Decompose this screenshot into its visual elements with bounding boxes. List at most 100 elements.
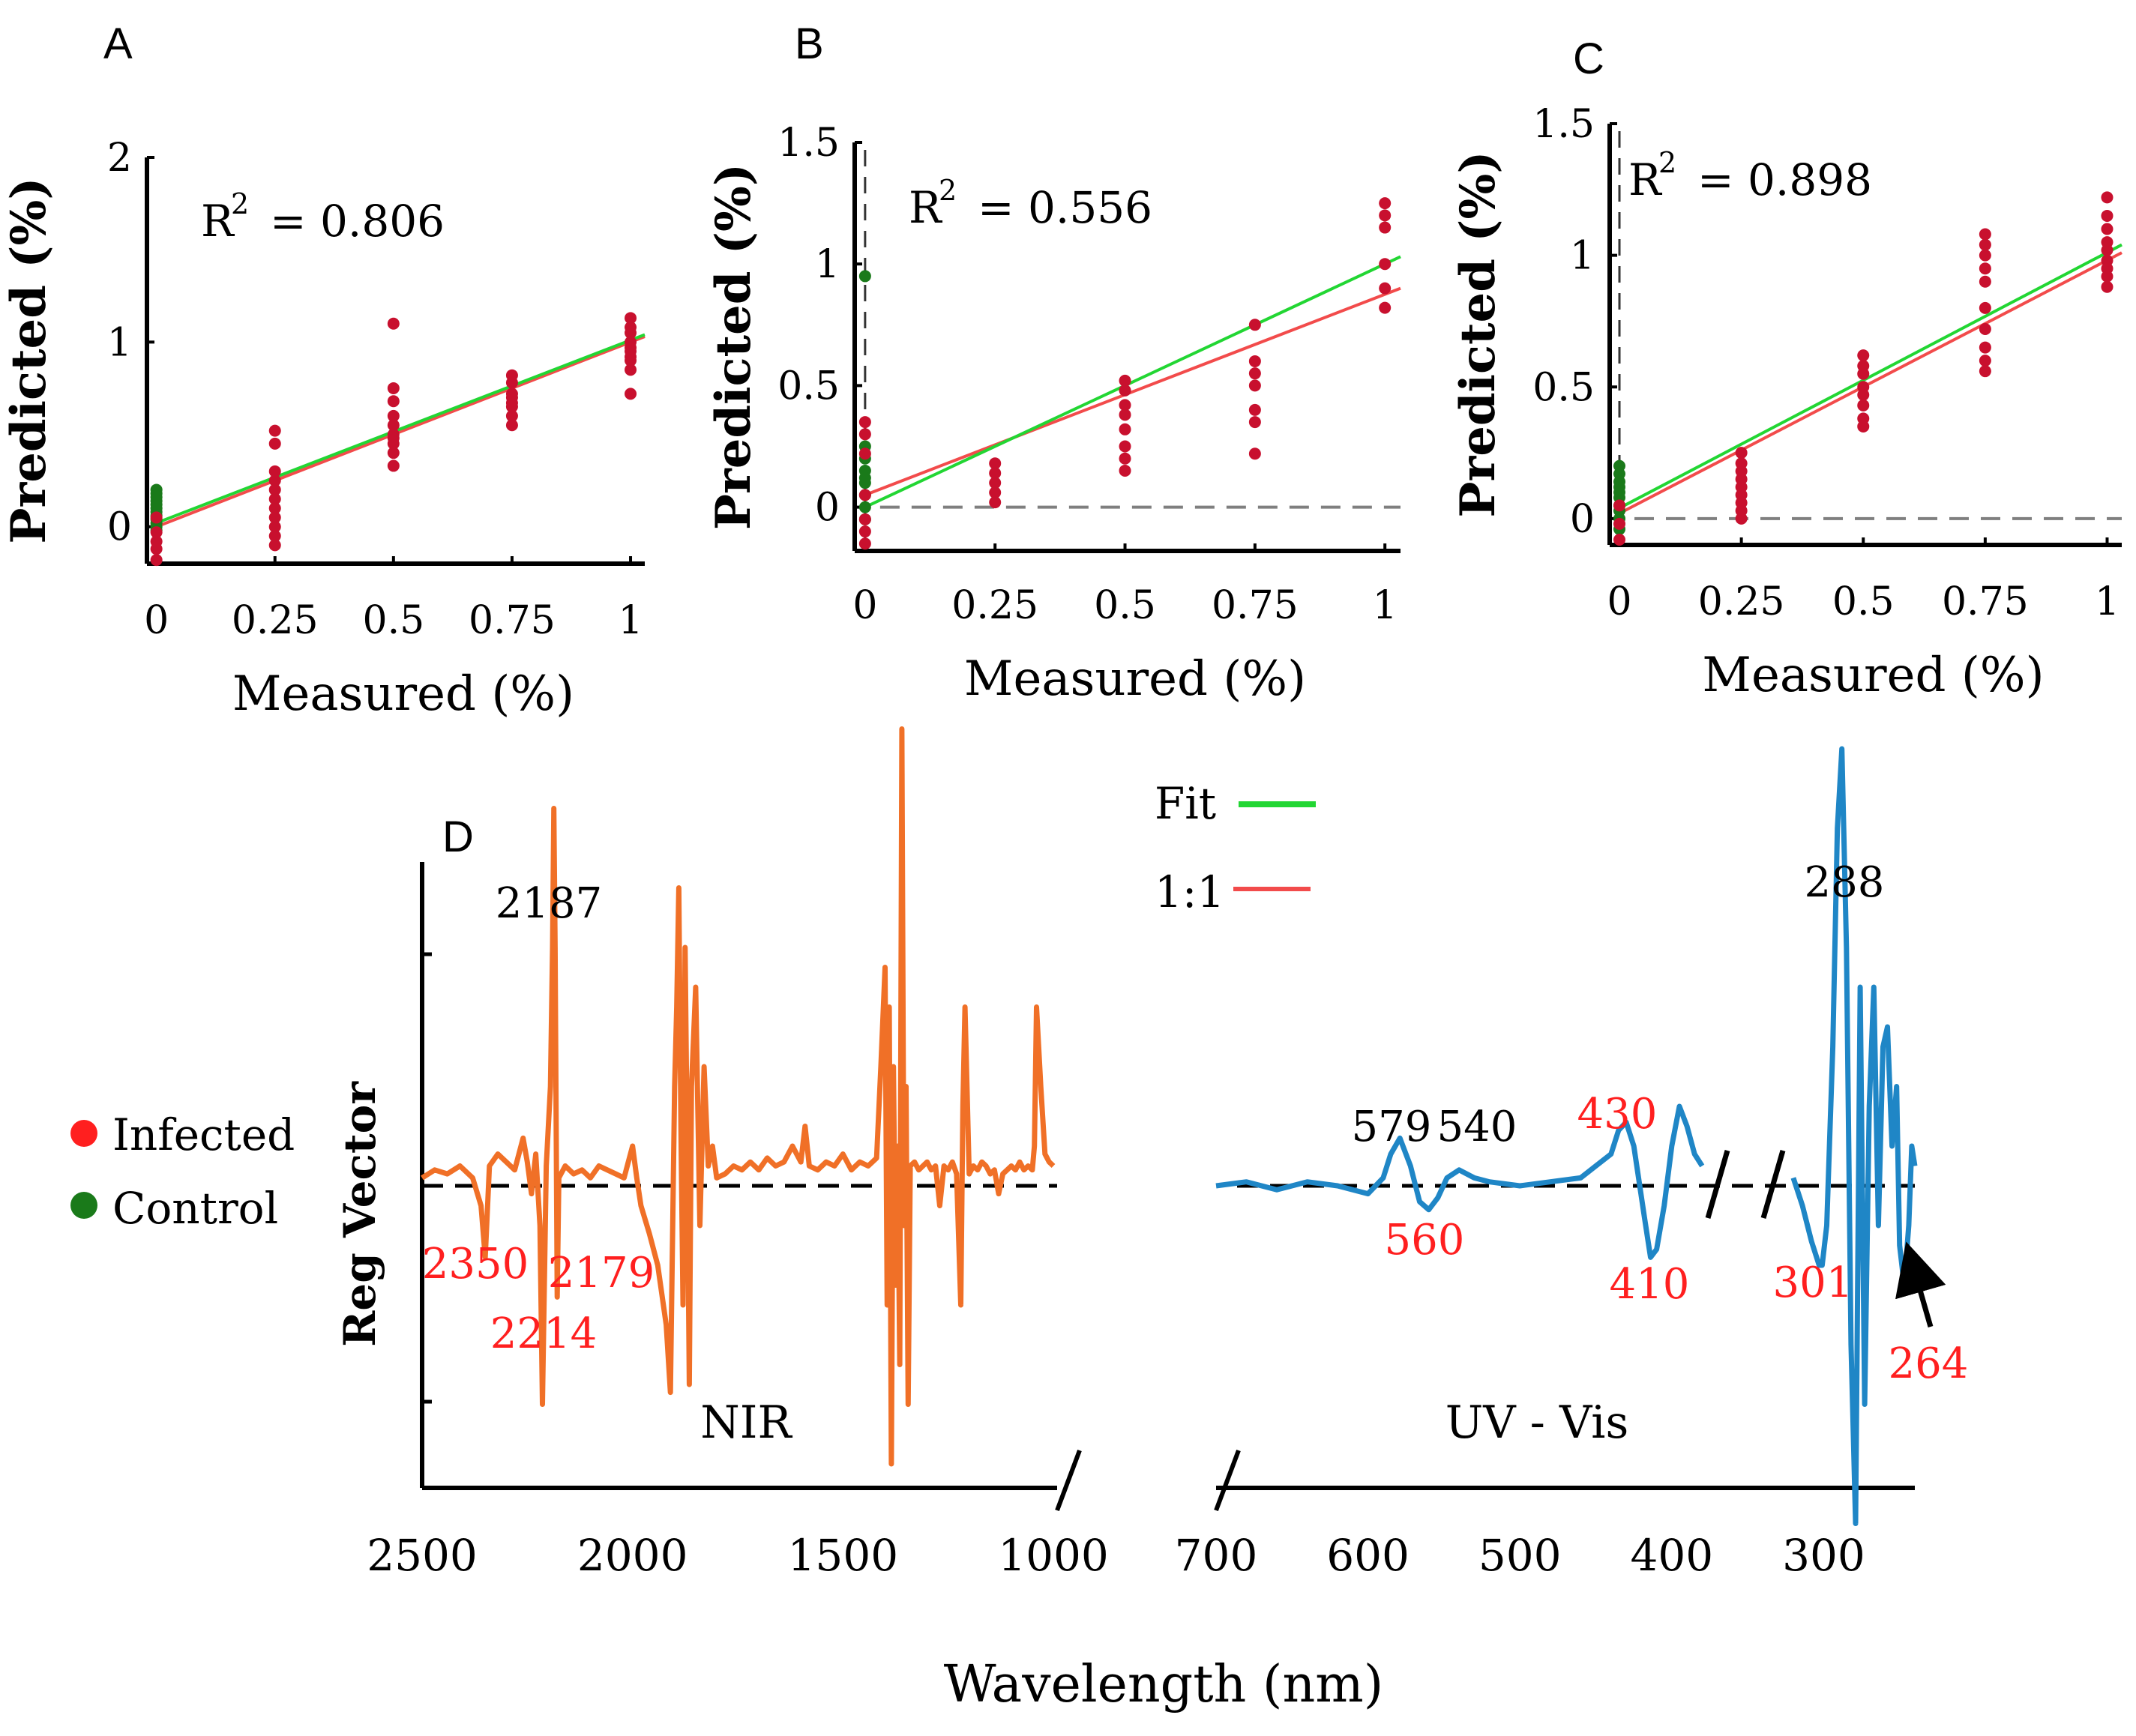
a-r2-sup: 2 [231, 187, 249, 220]
a-point-infected [505, 400, 518, 413]
a-point-infected [268, 492, 281, 505]
d-peak-label-red: 2350 [422, 1240, 529, 1289]
legend-infected-label: Infected [112, 1109, 295, 1160]
c-point-infected [2101, 191, 2114, 204]
b-point-infected [1119, 374, 1131, 387]
b-point-infected [989, 486, 1002, 499]
b-point-infected [858, 416, 871, 429]
panel-a: A 0 1 2 0 0.25 0.5 0.75 1 Measured (%) Predicted … [1, 19, 646, 722]
d-peak-label: 288 [1805, 858, 1885, 907]
d-peak-label: 579 [1352, 1103, 1432, 1151]
b-x-tick-label: 0 [852, 583, 877, 628]
b-point-infected [858, 513, 871, 525]
a-point-infected [505, 376, 518, 389]
a-point-infected [268, 520, 281, 533]
a-point-infected [268, 483, 281, 496]
d-peak-label-red: 560 [1385, 1216, 1465, 1265]
legend-control-marker [70, 1192, 97, 1219]
a-point-infected [387, 419, 400, 432]
b-point-infected [1379, 301, 1392, 314]
c-r2-prefix: R [1628, 154, 1663, 205]
a-point-infected [387, 317, 400, 330]
d-nir-series [421, 726, 1056, 1467]
a-one-to-one-line [155, 335, 646, 528]
c-r2-sup: 2 [1658, 146, 1676, 179]
d-axis-break-left [1055, 1449, 1082, 1512]
b-point-infected [1248, 403, 1261, 416]
c-point-infected [2101, 270, 2114, 283]
d-peak-label-red: 2214 [490, 1309, 598, 1358]
d-peak-label-red: 410 [1610, 1260, 1690, 1309]
c-point-infected [1979, 262, 1991, 275]
c-y-label: Predicted (%) [1450, 151, 1506, 517]
a-point-infected [150, 526, 163, 539]
panel-letter-c: C [1573, 34, 1604, 83]
c-point-infected [2101, 223, 2114, 235]
b-point-infected [1119, 440, 1131, 453]
b-point-infected [858, 428, 871, 441]
a-y-tick-label: 2 [107, 136, 132, 181]
legend-control-label: Control [112, 1183, 278, 1234]
c-point-infected [1613, 533, 1626, 546]
c-y-tick-label: 1.5 [1532, 102, 1595, 147]
c-x-tick-label: 1 [2095, 579, 2120, 624]
b-point-infected [1248, 355, 1261, 367]
c-y-tick-label: 0.5 [1532, 365, 1595, 410]
a-point-infected [505, 409, 518, 422]
c-y-tick-label: 0 [1570, 497, 1595, 542]
b-point-infected [1379, 282, 1392, 295]
c-point-infected [2101, 244, 2114, 256]
d-x-tick-label-nir: 1500 [788, 1530, 899, 1581]
d-x-tick-label-nir: 1000 [998, 1530, 1109, 1581]
c-point-infected [1857, 349, 1870, 362]
a-point-infected [268, 474, 281, 487]
b-x-tick-label: 0.5 [1094, 583, 1156, 628]
b-x-label: Measured (%) [964, 651, 1306, 707]
d-x-tick-label-uvvis: 400 [1630, 1530, 1713, 1581]
b-point-infected [1379, 258, 1392, 271]
a-point-infected [268, 530, 281, 543]
a-y-tick-label: 0 [107, 505, 132, 550]
b-point-infected [858, 537, 871, 550]
c-point-infected [2101, 209, 2114, 222]
d-x-tick-label-uvvis: 600 [1326, 1530, 1410, 1581]
b-x-tick-label: 1 [1373, 583, 1398, 628]
a-point-infected [387, 382, 400, 394]
b-point-infected [989, 496, 1002, 509]
d-x-label: Wavelength (nm) [944, 1655, 1384, 1714]
d-region-uvvis: UV - Vis [1445, 1396, 1629, 1449]
c-fit-line [1619, 243, 2123, 510]
a-point-infected [387, 459, 400, 472]
c-point-infected [1735, 447, 1748, 459]
panel-letter-d: D [442, 813, 474, 861]
d-peak-label-red: 2179 [548, 1249, 655, 1298]
d-peak-label: 2187 [496, 879, 603, 928]
b-y-tick-label: 1 [815, 242, 840, 287]
c-point-infected [1613, 517, 1626, 530]
b-point-infected [1379, 209, 1392, 222]
d-lines [421, 726, 1918, 1526]
d-uvvis-series-2 [1790, 746, 1918, 1526]
c-point-infected [1613, 499, 1626, 512]
d-x-tick-label-uvvis: 500 [1478, 1530, 1562, 1581]
a-x-tick-label: 0.75 [469, 598, 556, 643]
c-point-infected [1979, 341, 1991, 354]
b-point-control [858, 471, 871, 484]
plot-b: 0 0.5 1 1.5 0 0.25 0.5 0.75 1 Measured (%) Predict… [706, 121, 1401, 707]
a-r2-prefix: R [201, 196, 235, 247]
c-point-infected [2101, 280, 2114, 293]
a-point-infected [625, 327, 637, 340]
plot-a: 0 1 2 0 0.25 0.5 0.75 1 Measured (%) Predicted (%… [1, 136, 646, 722]
b-point-infected [1379, 221, 1392, 234]
a-point-infected [268, 465, 281, 477]
b-point-infected [989, 477, 1002, 489]
b-point-infected [1119, 399, 1131, 412]
b-point-infected [1248, 379, 1261, 392]
c-r2-value: = 0.898 [1697, 154, 1872, 205]
a-y-label: Predicted (%) [1, 177, 57, 543]
panel-c: C 0 0.5 1 1.5 0 0.25 0.5 0.75 1 Measured (%) Predi… [1450, 34, 2123, 703]
b-point-infected [858, 447, 871, 460]
c-point-infected [1857, 367, 1870, 380]
d-region-nir: NIR [700, 1396, 792, 1449]
